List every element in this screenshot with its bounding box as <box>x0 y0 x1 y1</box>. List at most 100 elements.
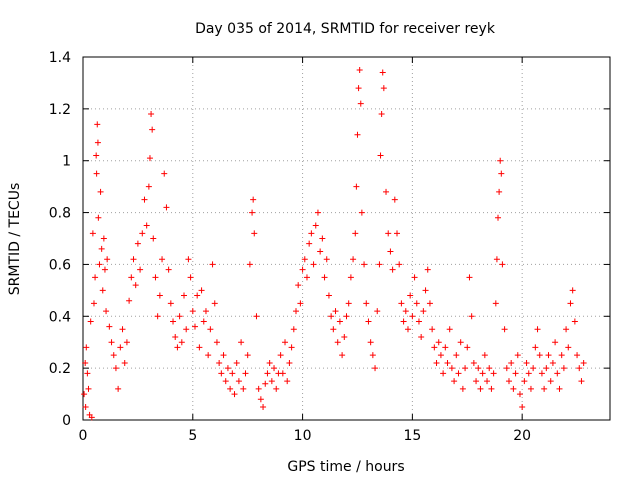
data-point <box>525 370 532 377</box>
data-point <box>514 352 521 359</box>
data-point <box>402 308 409 315</box>
data-point <box>569 287 576 294</box>
data-point <box>453 352 460 359</box>
data-point <box>499 261 506 268</box>
y-tick-label: 0.6 <box>49 257 71 273</box>
data-point <box>154 313 161 320</box>
data-point <box>202 308 209 315</box>
data-point <box>336 318 343 325</box>
data-point <box>510 385 517 392</box>
data-point <box>250 196 257 203</box>
data-point <box>148 111 155 118</box>
data-point <box>279 370 286 377</box>
data-point <box>117 344 124 351</box>
data-point <box>407 292 414 299</box>
x-tick-label: 5 <box>188 428 197 444</box>
data-point <box>466 274 473 281</box>
data-point <box>257 396 264 403</box>
data-point <box>137 266 144 273</box>
data-point <box>84 370 91 377</box>
data-point <box>424 266 431 273</box>
data-point <box>87 318 94 325</box>
data-point <box>543 365 550 372</box>
data-point <box>361 261 368 268</box>
data-point <box>242 370 249 377</box>
data-point <box>576 365 583 372</box>
data-point <box>90 300 97 307</box>
data-point <box>308 230 315 237</box>
data-point <box>457 339 464 346</box>
data-point <box>563 326 570 333</box>
data-point <box>521 378 528 385</box>
data-point <box>253 313 260 320</box>
y-tick-label: 0 <box>62 413 71 429</box>
data-point <box>475 365 482 372</box>
data-point <box>178 339 185 346</box>
data-point <box>341 334 348 341</box>
data-point <box>323 256 330 263</box>
data-point <box>82 359 89 366</box>
data-point <box>246 261 253 268</box>
data-point <box>273 385 280 392</box>
data-point <box>130 256 137 263</box>
data-point <box>216 359 223 366</box>
data-point <box>314 209 321 216</box>
data-point <box>94 139 101 146</box>
data-point <box>377 152 384 159</box>
data-point <box>473 378 480 385</box>
data-point <box>503 365 510 372</box>
data-point <box>319 235 326 242</box>
data-point <box>523 359 530 366</box>
data-point <box>104 256 111 263</box>
data-series <box>81 66 587 421</box>
data-point <box>198 287 205 294</box>
data-point <box>352 230 359 237</box>
data-point <box>191 323 198 330</box>
data-point <box>233 359 240 366</box>
data-point <box>99 287 106 294</box>
data-point <box>488 385 495 392</box>
data-point <box>229 370 236 377</box>
data-point <box>231 391 238 398</box>
data-point <box>317 248 324 255</box>
data-point <box>312 222 319 229</box>
data-point <box>367 339 374 346</box>
data-point <box>299 266 306 273</box>
data-point <box>347 274 354 281</box>
data-point <box>121 359 128 366</box>
data-point <box>353 183 360 190</box>
data-point <box>554 370 561 377</box>
data-point <box>400 318 407 325</box>
data-point <box>238 339 245 346</box>
data-point <box>470 359 477 366</box>
data-point <box>398 300 405 307</box>
data-point <box>82 404 89 411</box>
data-point <box>387 248 394 255</box>
y-axis: 0 0.2 0.4 0.6 0.8 1 1.2 1.4 <box>49 50 610 429</box>
data-point <box>306 240 313 247</box>
data-point <box>207 326 214 333</box>
data-point <box>334 339 341 346</box>
data-point <box>409 313 416 320</box>
data-point <box>185 256 192 263</box>
data-point <box>284 378 291 385</box>
data-point <box>266 359 273 366</box>
data-point <box>290 326 297 333</box>
data-point <box>448 365 455 372</box>
data-point <box>429 326 436 333</box>
data-point <box>468 313 475 320</box>
data-point <box>93 152 100 159</box>
data-point <box>189 308 196 315</box>
data-point <box>81 391 88 398</box>
data-point <box>420 308 427 315</box>
data-point <box>354 131 361 138</box>
data-point <box>379 69 386 76</box>
data-point <box>271 365 278 372</box>
y-tick-label: 1.2 <box>49 102 71 118</box>
data-point <box>187 274 194 281</box>
data-point <box>251 230 258 237</box>
data-point <box>536 352 543 359</box>
data-point <box>264 370 271 377</box>
data-point <box>209 261 216 268</box>
data-point <box>262 380 269 387</box>
